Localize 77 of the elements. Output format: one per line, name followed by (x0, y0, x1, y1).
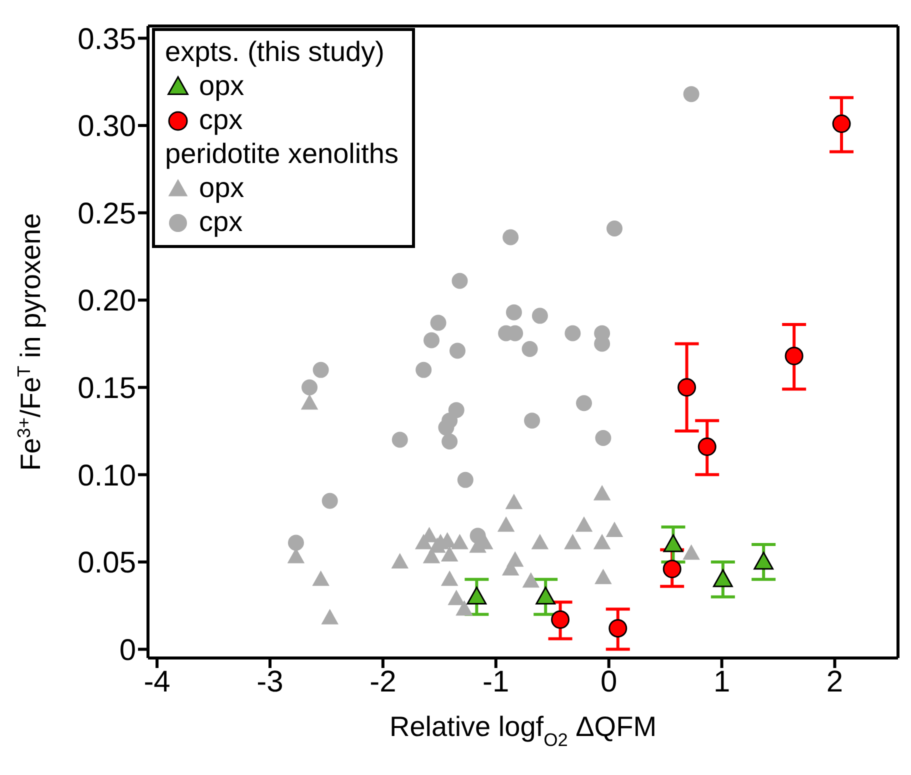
y-tick-label: 0.20 (78, 284, 136, 318)
point (392, 432, 408, 448)
point (575, 516, 593, 532)
point (452, 272, 468, 289)
point (531, 534, 549, 550)
point (430, 314, 446, 331)
point (391, 553, 409, 568)
point (608, 619, 628, 638)
x-tick-label: 0 (600, 665, 618, 698)
point (698, 438, 716, 456)
point (322, 492, 338, 509)
point (505, 494, 523, 510)
x-tick-label: 1 (713, 665, 730, 698)
point (551, 610, 570, 629)
point (312, 570, 330, 586)
legend-title: expts. (this study) (165, 36, 384, 67)
point (522, 572, 540, 588)
point (424, 332, 440, 348)
point (564, 534, 582, 550)
point (288, 534, 304, 551)
point (416, 362, 432, 378)
legend-label: cpx (199, 205, 243, 239)
y-tick-label: 0.10 (78, 459, 136, 492)
y-tick-label: 0.15 (78, 372, 136, 406)
point (606, 522, 624, 538)
point (451, 534, 468, 550)
point (448, 590, 465, 606)
point (440, 546, 458, 562)
point (576, 395, 592, 412)
x-axis-title: Relative logf$_{O2}$ ΔQFM (389, 711, 657, 750)
point (663, 534, 684, 552)
point (712, 569, 733, 588)
point (440, 570, 458, 586)
x-tick-label: -1 (482, 665, 510, 698)
legend-label: cpx (199, 103, 243, 137)
point (595, 430, 612, 446)
point (754, 552, 774, 570)
point (506, 304, 522, 320)
point (300, 394, 318, 410)
y-tick-label: 0.05 (78, 546, 136, 580)
point (522, 340, 538, 357)
annotation: peridotite xenoliths (165, 138, 398, 169)
x-tick-label: -3 (256, 665, 284, 698)
point (497, 516, 515, 532)
legend-label: opx (199, 171, 244, 205)
point (682, 544, 700, 560)
point (593, 484, 611, 500)
point (466, 586, 487, 605)
point (536, 586, 556, 605)
point (593, 534, 611, 550)
point (321, 608, 338, 624)
x-tick-label: -4 (144, 665, 170, 698)
y-tick-label: 0.30 (78, 110, 136, 144)
point (456, 600, 473, 616)
point (594, 568, 612, 584)
point (683, 86, 700, 102)
point (662, 560, 682, 578)
point (832, 114, 851, 134)
point (524, 412, 540, 429)
point (449, 342, 466, 359)
y-tick-label: 0 (119, 634, 136, 667)
point (606, 220, 622, 237)
x-tick-label: 2 (826, 665, 844, 698)
y-tick-label: 0.35 (78, 22, 136, 56)
y-tick-label: 0.25 (78, 197, 136, 230)
point (678, 378, 696, 397)
point (784, 346, 804, 366)
point (564, 325, 581, 342)
point (312, 362, 329, 378)
point (457, 472, 474, 488)
legend-label: opx (199, 69, 244, 103)
point (442, 434, 458, 450)
point (502, 229, 519, 246)
point (302, 379, 318, 396)
point (532, 308, 548, 324)
x-tick-label: -2 (370, 665, 396, 698)
point (438, 420, 454, 436)
